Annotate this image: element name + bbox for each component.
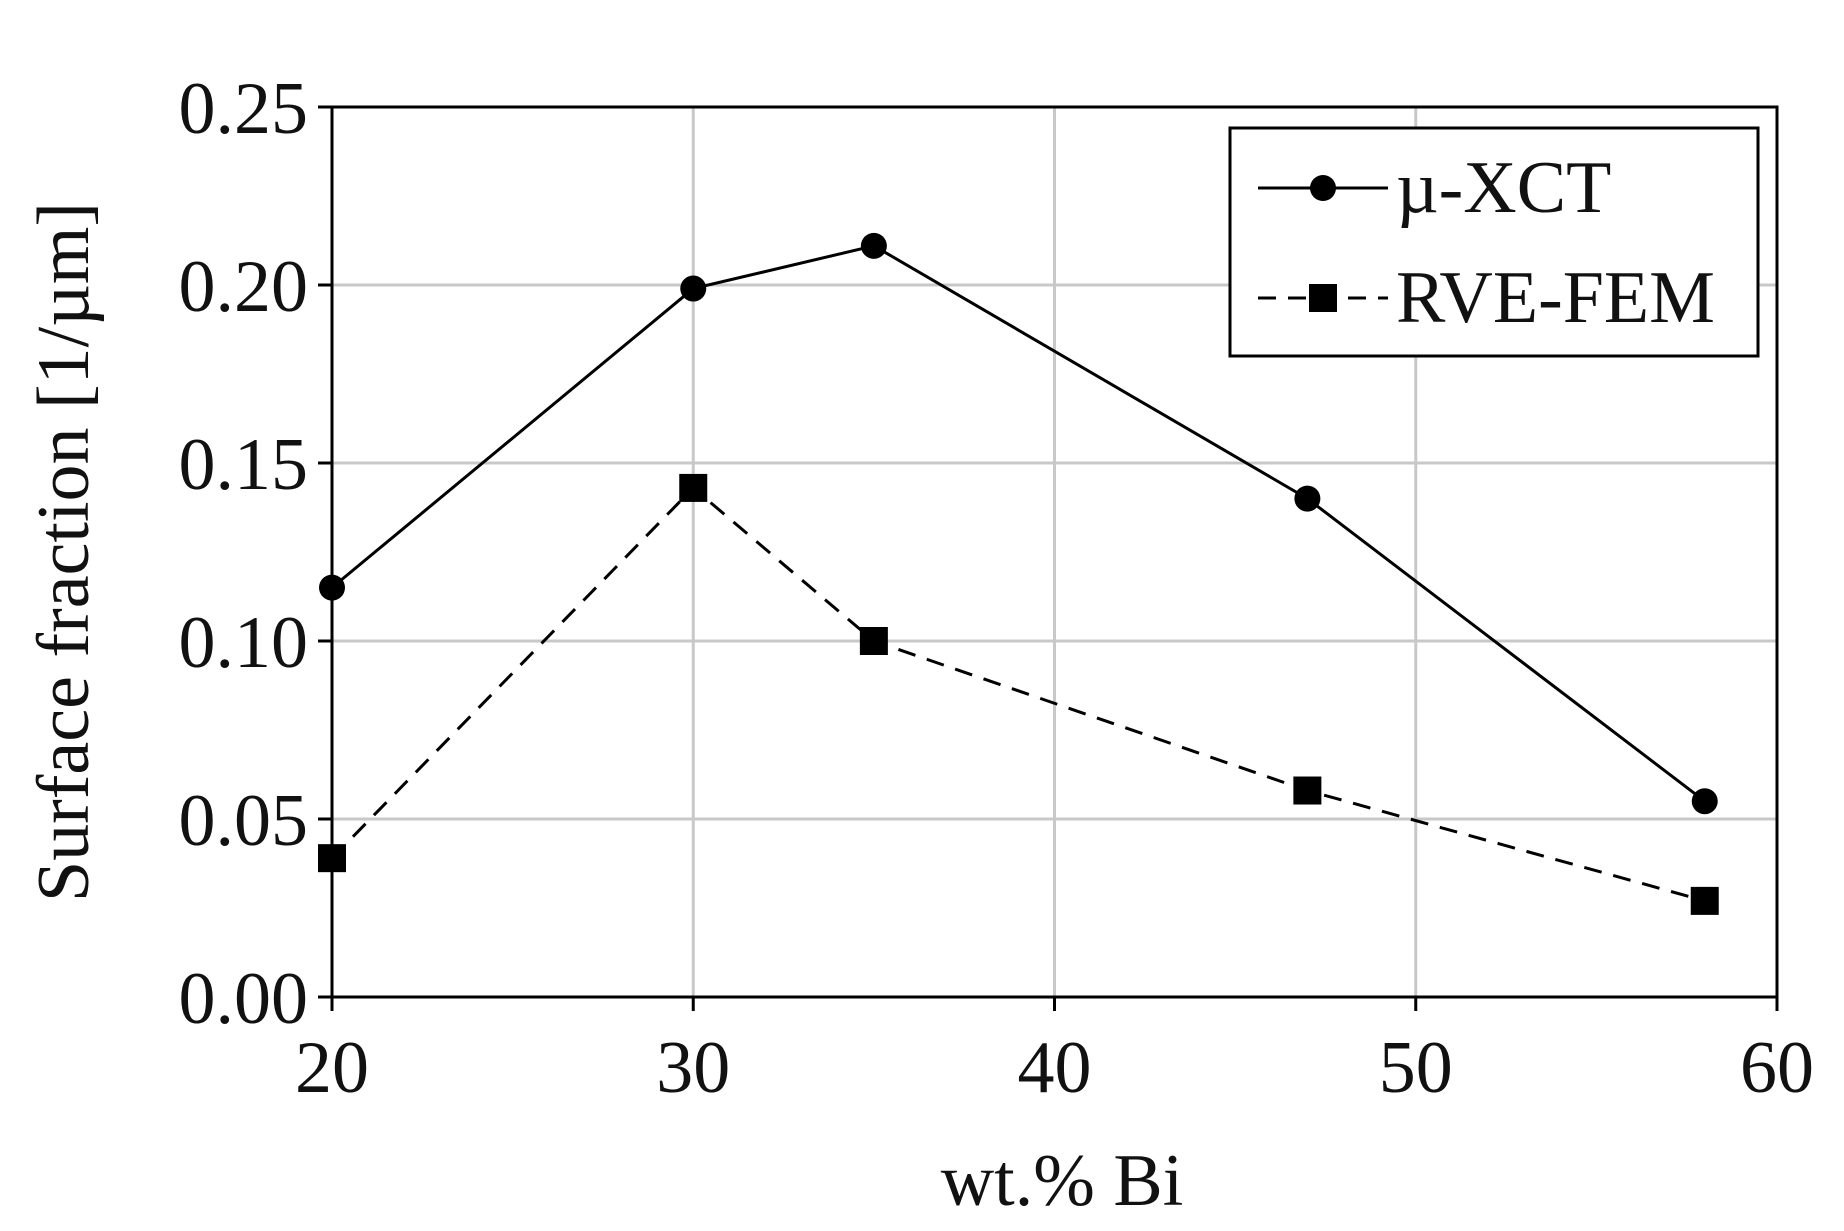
data-point-rve-fem (1293, 776, 1322, 805)
data-point-rve-fem (1690, 886, 1719, 915)
y-tick-label: 0.15 (179, 424, 309, 506)
data-point-xct (319, 574, 345, 601)
legend: µ-XCT RVE-FEM (1228, 126, 1760, 358)
x-tick-label: 40 (1018, 1027, 1092, 1109)
x-axis-title: wt.% Bi (941, 1140, 1184, 1222)
x-tick-label: 20 (295, 1027, 369, 1109)
data-point-xct (1691, 788, 1718, 815)
y-tick-label: 0.10 (179, 602, 309, 684)
legend-label-rve-fem: RVE-FEM (1396, 257, 1715, 339)
y-tick-label: 0.20 (179, 246, 309, 328)
x-tick-label: 50 (1379, 1027, 1453, 1109)
data-point-rve-fem (318, 844, 346, 873)
axis-ticks: 20 30 40 50 60 0.00 0.05 0.10 0.15 0.20 0.25 (179, 68, 1815, 1109)
y-tick-label: 0.00 (179, 958, 309, 1040)
legend-box (1228, 126, 1760, 358)
x-tick-label: 60 (1740, 1027, 1814, 1109)
x-tick-label: 30 (656, 1027, 730, 1109)
data-point-xct (860, 232, 887, 259)
series-line-rve-fem (330, 485, 1706, 903)
y-axis-title: Surface fraction [1/µm] (23, 202, 105, 902)
legend-marker-mu-xct (1310, 175, 1336, 201)
data-point-rve-fem (679, 473, 708, 502)
legend-label-mu-xct: µ-XCT (1396, 147, 1611, 229)
series-group (318, 232, 1719, 915)
legend-marker-rve-fem (1309, 284, 1337, 312)
data-point-rve-fem (859, 627, 888, 655)
data-point-xct (1294, 485, 1321, 512)
data-point-xct (680, 275, 707, 302)
y-tick-label: 0.25 (179, 68, 309, 150)
y-tick-label: 0.05 (179, 780, 309, 862)
